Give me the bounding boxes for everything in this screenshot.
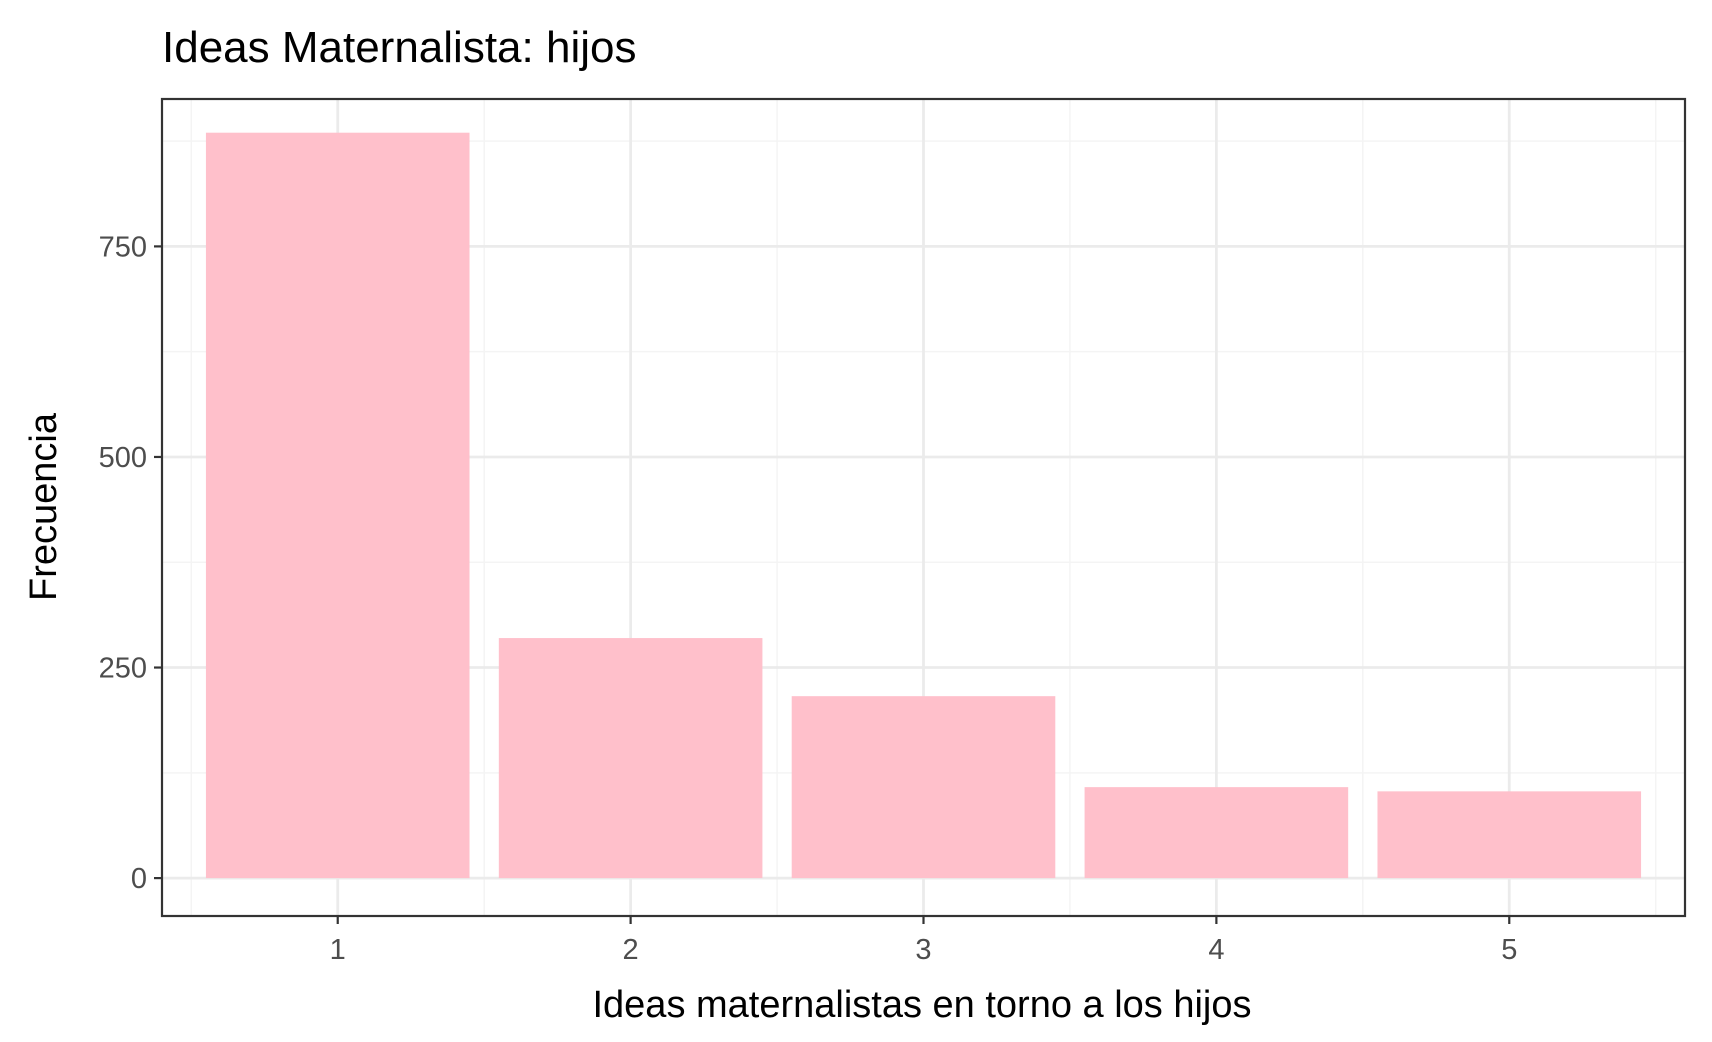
y-tick-label: 500 xyxy=(99,442,147,474)
bars xyxy=(205,132,1642,879)
x-tick-label: 1 xyxy=(330,934,346,966)
x-axis-ticks: 1 2 3 4 5 xyxy=(330,916,1517,966)
chart-title: Ideas Maternalista: hijos xyxy=(162,23,636,72)
x-tick-label: 3 xyxy=(915,934,931,966)
x-tick-label: 5 xyxy=(1501,934,1517,966)
x-tick-label: 4 xyxy=(1208,934,1224,966)
bar-4 xyxy=(1084,787,1349,879)
x-tick-label: 2 xyxy=(623,934,639,966)
y-tick-label: 0 xyxy=(131,863,147,895)
y-tick-label: 750 xyxy=(99,231,147,263)
y-tick-label: 250 xyxy=(99,653,147,685)
y-axis-title: Frecuencia xyxy=(23,412,65,601)
y-axis-ticks: 0 250 500 750 xyxy=(99,231,162,895)
bar-2 xyxy=(498,638,763,879)
bar-5 xyxy=(1377,791,1642,879)
x-axis-title: Ideas maternalistas en torno a los hijos xyxy=(592,984,1251,1026)
bar-1 xyxy=(205,132,470,879)
bar-3 xyxy=(791,696,1056,879)
